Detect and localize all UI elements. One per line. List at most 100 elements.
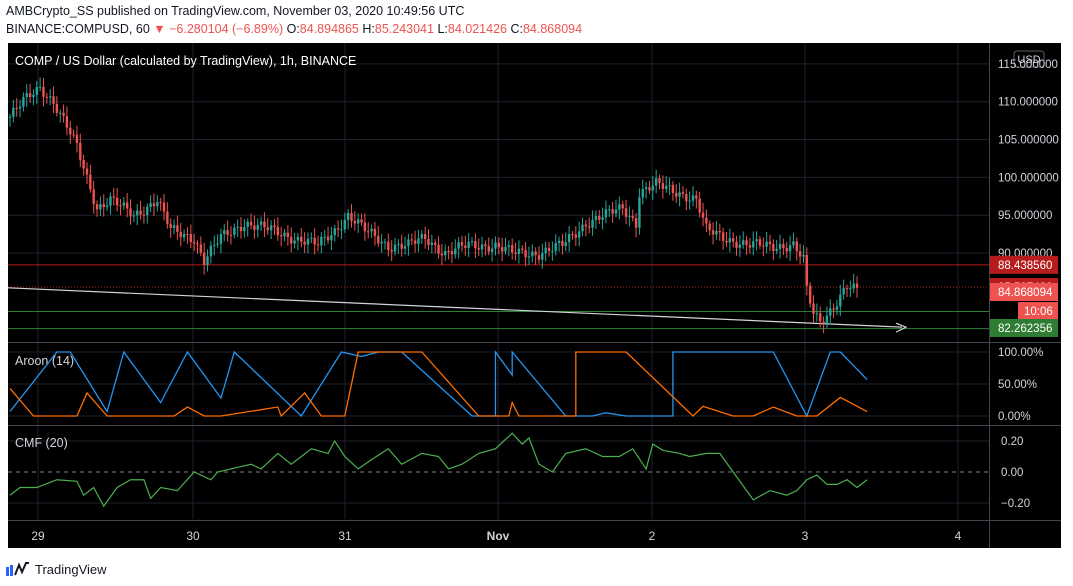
time-tick-label: 4	[955, 529, 962, 543]
candle	[644, 182, 648, 199]
candle	[849, 280, 852, 298]
candle	[665, 176, 668, 193]
candle	[410, 233, 413, 246]
candle-body	[795, 241, 798, 252]
candle-body	[785, 247, 788, 252]
candle-body	[444, 251, 447, 256]
candle-body	[521, 248, 524, 251]
time-axis-background	[8, 520, 1061, 548]
candle	[591, 210, 594, 236]
candle	[179, 222, 182, 247]
candle-body	[755, 239, 758, 242]
candle-body	[152, 203, 156, 207]
cmf-tick-label: −0.20	[1001, 498, 1030, 510]
candle	[731, 232, 735, 248]
candle-body	[169, 224, 172, 228]
candle-body	[326, 236, 330, 241]
candle-body	[705, 217, 708, 224]
candle	[705, 209, 708, 233]
time-tick-label: 31	[338, 529, 352, 543]
candle-body	[313, 237, 316, 245]
candle-body	[115, 197, 119, 206]
candle-body	[102, 204, 105, 208]
aroon-tick-label: 100.00%	[998, 347, 1043, 359]
candle-body	[768, 241, 772, 245]
candle-body	[611, 209, 614, 214]
candle-body	[541, 253, 544, 260]
candle-body	[470, 241, 474, 243]
candle	[152, 193, 156, 217]
candle	[725, 232, 728, 248]
candle	[290, 227, 293, 253]
candle-body	[594, 216, 598, 220]
candle-body	[581, 224, 584, 232]
price-tick-label: 105.000000	[998, 135, 1059, 147]
candle	[494, 236, 497, 256]
candle-body	[765, 241, 768, 247]
candle	[815, 303, 819, 322]
candle	[367, 222, 370, 239]
candle-body	[223, 230, 226, 235]
candle	[648, 180, 651, 194]
candle-body	[8, 116, 12, 118]
close-value: 84.868094	[522, 22, 583, 36]
candle	[15, 98, 18, 117]
candle-body	[387, 241, 390, 250]
candle	[541, 243, 544, 269]
candle	[306, 232, 310, 254]
candle	[380, 233, 383, 253]
candle	[336, 220, 340, 238]
aroon-series-line	[9, 349, 868, 418]
time-tick-label: Nov	[487, 529, 510, 543]
candle	[454, 239, 457, 259]
candle-body	[300, 236, 303, 242]
price-tick-label: 115.000000	[998, 59, 1058, 71]
candle	[8, 113, 12, 127]
candle	[286, 225, 290, 246]
candle-body	[815, 313, 819, 315]
candle	[792, 232, 795, 249]
candle	[370, 224, 373, 239]
candle-body	[356, 219, 360, 224]
candle-body	[330, 235, 333, 241]
trendline	[7, 287, 903, 328]
candle	[839, 284, 842, 317]
candle-body	[363, 222, 367, 232]
candle-body	[259, 221, 263, 225]
symbol-name: BINANCE:COMPUSD, 60	[6, 22, 150, 36]
candle-body	[125, 202, 129, 209]
candle	[762, 237, 765, 257]
price-label-support: 82.262356	[998, 323, 1052, 335]
candle-body	[239, 226, 243, 232]
candle	[752, 231, 755, 256]
candle	[320, 232, 323, 254]
candle	[166, 202, 169, 229]
candle-body	[802, 255, 805, 257]
symbol-info-line: BINANCE:COMPUSD, 60 ▼ −6.280104 (−6.89%)…	[6, 22, 582, 36]
candle	[383, 238, 387, 250]
candle-body	[577, 231, 581, 238]
candle-body	[822, 321, 825, 324]
candle-body	[22, 97, 25, 107]
candle	[72, 129, 75, 139]
candle	[641, 179, 644, 205]
candle-body	[849, 288, 852, 290]
aroon-series-line	[9, 351, 868, 418]
candle	[584, 219, 588, 237]
candle	[377, 226, 380, 248]
candle-body	[172, 225, 176, 228]
candle-body	[25, 93, 28, 98]
candle	[146, 203, 149, 224]
candle-body	[748, 245, 752, 248]
candle	[423, 226, 427, 249]
candle-body	[85, 168, 89, 175]
candle	[65, 106, 69, 136]
tradingview-footer[interactable]: TradingView	[6, 558, 107, 580]
candle	[162, 193, 166, 221]
low-value: 84.021426	[447, 22, 507, 36]
candle-body	[618, 204, 621, 210]
candle	[333, 224, 336, 242]
candle-body	[367, 231, 370, 233]
candle	[681, 186, 685, 199]
